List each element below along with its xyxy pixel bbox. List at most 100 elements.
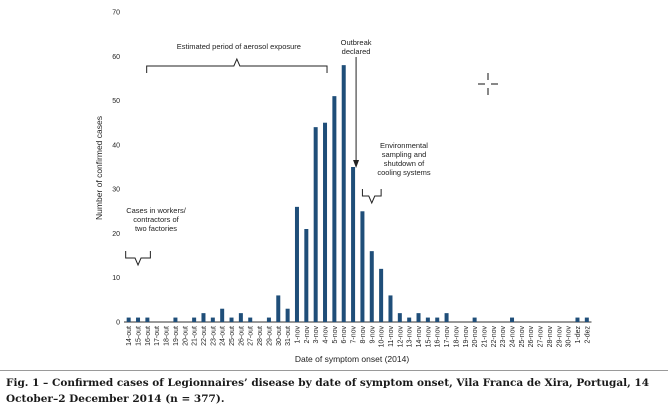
x-tick-label: 2-dez bbox=[584, 326, 591, 344]
x-tick-label: 4-nov bbox=[323, 326, 330, 344]
bar bbox=[173, 317, 178, 322]
bar bbox=[304, 229, 309, 322]
bar bbox=[416, 313, 421, 322]
annotation-label: two factories bbox=[135, 224, 177, 233]
x-tick-label: 15-nov bbox=[425, 326, 432, 348]
annotation-label: declared bbox=[342, 47, 371, 56]
bar bbox=[266, 317, 271, 322]
bar bbox=[220, 308, 225, 322]
bar bbox=[332, 96, 337, 323]
bar bbox=[388, 295, 393, 322]
bar bbox=[136, 317, 141, 322]
bar bbox=[341, 65, 346, 323]
bars bbox=[126, 65, 589, 323]
annotation-brace bbox=[125, 251, 151, 267]
x-tick-label: 18-out bbox=[164, 326, 171, 346]
annotation-label: shutdown of bbox=[384, 159, 425, 168]
x-tick-label: 18-nov bbox=[453, 326, 460, 348]
bar bbox=[248, 317, 253, 322]
x-tick-label: 7-nov bbox=[351, 326, 358, 344]
y-tick-label: 0 bbox=[116, 320, 120, 327]
bar bbox=[510, 317, 515, 322]
y-axis-title: Number of confirmed cases bbox=[94, 116, 104, 220]
x-tick-label: 25-out bbox=[229, 326, 236, 346]
x-tick-label: 30-nov bbox=[566, 326, 573, 348]
annotation-label: Environmental bbox=[380, 141, 428, 150]
x-tick-label: 1-nov bbox=[294, 326, 301, 344]
x-tick-label: 22-out bbox=[201, 326, 208, 346]
caption-divider bbox=[0, 370, 668, 371]
x-tick-label: 8-nov bbox=[360, 326, 367, 344]
bar bbox=[472, 317, 477, 322]
x-tick-label: 17-nov bbox=[444, 326, 451, 348]
bar bbox=[201, 313, 206, 322]
x-tick-label: 24-out bbox=[220, 326, 227, 346]
bar bbox=[323, 122, 328, 322]
bar bbox=[360, 211, 365, 322]
x-tick-label: 19-nov bbox=[463, 326, 470, 348]
x-tick-label: 26-nov bbox=[528, 326, 535, 348]
y-tick-label: 70 bbox=[112, 10, 120, 17]
x-tick-label: 16-out bbox=[145, 326, 152, 346]
bar bbox=[351, 167, 356, 322]
figure-caption: Fig. 1 – Confirmed cases of Legionnaires… bbox=[6, 377, 650, 405]
annotation-label: Estimated period of aerosol exposure bbox=[177, 42, 301, 51]
x-tick-label: 23-out bbox=[210, 326, 217, 346]
bar bbox=[229, 317, 234, 322]
x-tick-label: 10-nov bbox=[379, 326, 386, 348]
bar bbox=[397, 313, 402, 322]
x-tick-label: 17-out bbox=[154, 326, 161, 346]
x-tick-label: 21-nov bbox=[481, 326, 488, 348]
bar bbox=[584, 317, 589, 322]
x-tick-label: 21-out bbox=[192, 326, 199, 346]
y-tick-labels: 0 10 20 30 40 50 60 70 bbox=[112, 10, 120, 327]
x-tick-label: 27-nov bbox=[538, 326, 545, 348]
x-tick-label: 12-nov bbox=[397, 326, 404, 348]
x-tick-label: 6-nov bbox=[341, 326, 348, 344]
x-tick-label: 25-nov bbox=[519, 326, 526, 348]
x-tick-label: 28-nov bbox=[547, 326, 554, 348]
x-tick-label: 20-out bbox=[182, 326, 189, 346]
x-tick-label: 22-nov bbox=[491, 326, 498, 348]
annotation-label: Cases in workers/ bbox=[126, 206, 187, 215]
x-tick-label: 20-nov bbox=[472, 326, 479, 348]
annotation-label: contractors of bbox=[133, 215, 179, 224]
bar bbox=[369, 251, 374, 322]
bar bbox=[425, 317, 430, 322]
y-tick-label: 20 bbox=[112, 231, 120, 238]
annotation-label: Outbreak bbox=[341, 38, 372, 47]
x-tick-label: 23-nov bbox=[500, 326, 507, 348]
bar bbox=[294, 206, 299, 322]
x-tick-label: 14-nov bbox=[416, 326, 423, 348]
y-tick-label: 30 bbox=[112, 187, 120, 194]
annotation-brace bbox=[361, 189, 382, 205]
x-tick-label: 14-out bbox=[126, 326, 133, 346]
x-tick-label: 2-nov bbox=[304, 326, 311, 344]
bar bbox=[192, 317, 197, 322]
bar bbox=[379, 268, 384, 322]
bar bbox=[444, 313, 449, 322]
x-tick-label: 28-out bbox=[257, 326, 264, 346]
x-tick-label: 13-nov bbox=[407, 326, 414, 348]
x-tick-labels: 14-out 15-out 16-out 17-out 18-out 19-out 20-o… bbox=[126, 326, 591, 348]
x-tick-label: 1-dez bbox=[575, 326, 582, 344]
x-tick-label: 24-nov bbox=[510, 326, 517, 348]
y-tick-label: 50 bbox=[112, 98, 120, 105]
bar bbox=[575, 317, 580, 322]
chart: 14-out 15-out 16-out 17-out 18-out 19-out 20-o… bbox=[94, 10, 592, 364]
x-tick-label: 29-nov bbox=[556, 326, 563, 348]
x-tick-label: 30-out bbox=[276, 326, 283, 346]
x-tick-label: 9-nov bbox=[369, 326, 376, 344]
annotation-label: cooling systems bbox=[377, 168, 431, 177]
x-tick-label: 3-nov bbox=[313, 326, 320, 344]
annotations: Estimated period of aerosol exposure Outb… bbox=[125, 38, 431, 267]
annotation-brace bbox=[146, 57, 328, 73]
bar bbox=[238, 313, 243, 322]
bar bbox=[276, 295, 281, 322]
x-tick-label: 16-nov bbox=[435, 326, 442, 348]
bar bbox=[285, 308, 290, 322]
y-tick-label: 40 bbox=[112, 142, 120, 149]
x-tick-label: 5-nov bbox=[332, 326, 339, 344]
x-tick-label: 29-out bbox=[266, 326, 273, 346]
x-tick-label: 31-out bbox=[285, 326, 292, 346]
